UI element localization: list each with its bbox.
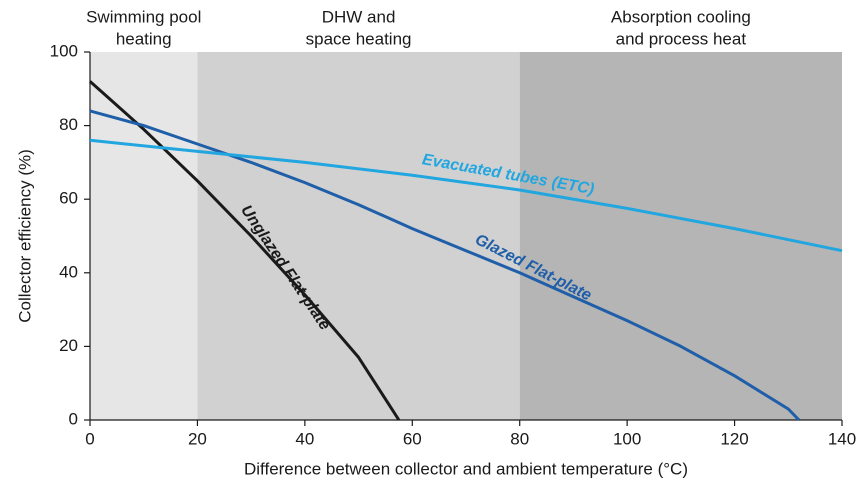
line — [89, 138, 843, 253]
x-tick-label: 80 — [510, 429, 529, 448]
region-label: and process heat — [616, 29, 747, 48]
y-tick-label: 20 — [59, 336, 78, 355]
y-tick-label: 100 — [50, 41, 78, 60]
x-tick-label: 20 — [188, 429, 207, 448]
line — [89, 109, 801, 422]
region-label: Absorption cooling — [611, 7, 751, 26]
line — [89, 80, 401, 421]
y-tick-label: 40 — [59, 262, 78, 281]
region-label: space heating — [306, 29, 412, 48]
region — [90, 52, 198, 420]
x-tick-label: 140 — [828, 429, 856, 448]
region — [197, 52, 520, 420]
x-tick-label: 100 — [613, 429, 641, 448]
y-axis-label: Collector efficiency (%) — [15, 149, 34, 323]
y-tick-label: 60 — [59, 189, 78, 208]
region-label: DHW and — [322, 7, 396, 26]
region-label: heating — [116, 29, 172, 48]
x-tick-label: 0 — [85, 429, 94, 448]
y-tick-label: 0 — [69, 409, 78, 428]
x-axis-label: Difference between collector and ambient… — [244, 459, 688, 478]
x-tick-label: 120 — [720, 429, 748, 448]
x-tick-label: 40 — [295, 429, 314, 448]
region — [519, 52, 842, 420]
region-label: Swimming pool — [86, 7, 201, 26]
y-tick-label: 80 — [59, 115, 78, 134]
x-tick-label: 60 — [403, 429, 422, 448]
